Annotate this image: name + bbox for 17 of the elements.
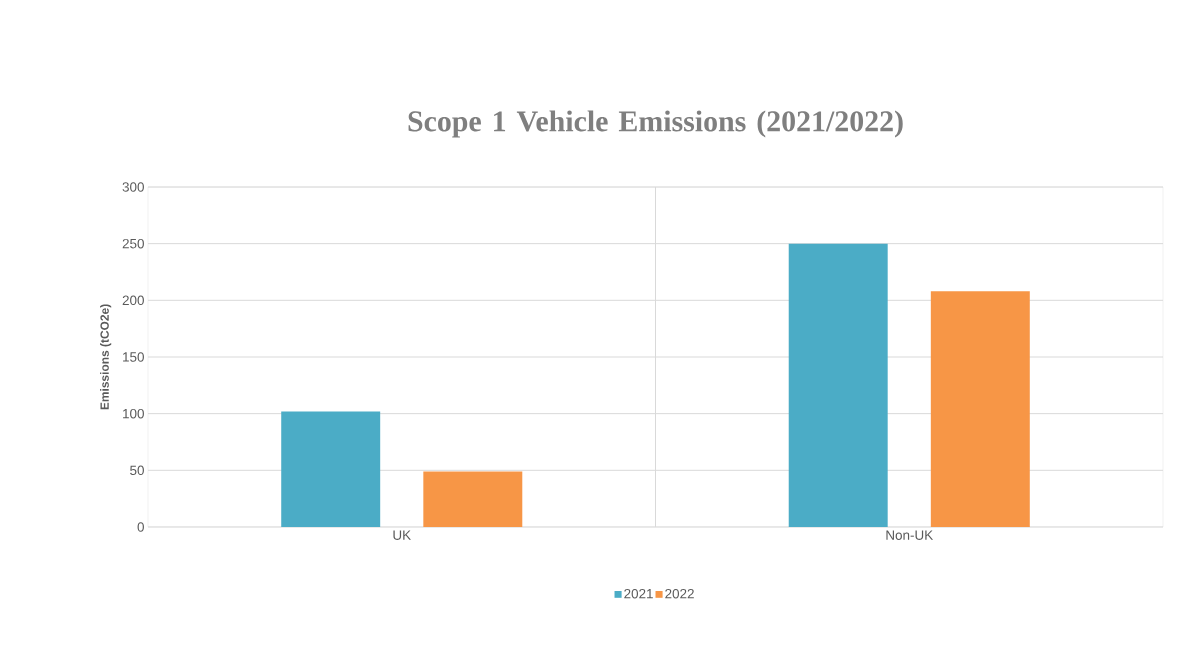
x-tick-label: UK (393, 530, 411, 540)
y-tick-label: 250 (122, 238, 144, 249)
legend-label: 2021 (624, 588, 653, 599)
y-tick-label: 200 (122, 295, 144, 306)
bar (930, 291, 1030, 527)
bar (423, 471, 523, 527)
y-tick-label: 0 (137, 522, 144, 532)
y-tick-label: 150 (123, 352, 144, 362)
y-tick-label: 50 (130, 465, 144, 476)
bar (281, 411, 381, 527)
y-axis-title: Emissions (tCO2e) (100, 304, 112, 410)
x-tick-label: Non-UK (886, 530, 934, 540)
legend-label: 2022 (665, 588, 694, 599)
y-tick-label: 100 (123, 408, 144, 419)
bar (788, 243, 888, 527)
y-tick-label: 300 (122, 182, 144, 192)
chart-title: Scope 1 Vehicle Emissions (2021/2022) (408, 110, 903, 138)
